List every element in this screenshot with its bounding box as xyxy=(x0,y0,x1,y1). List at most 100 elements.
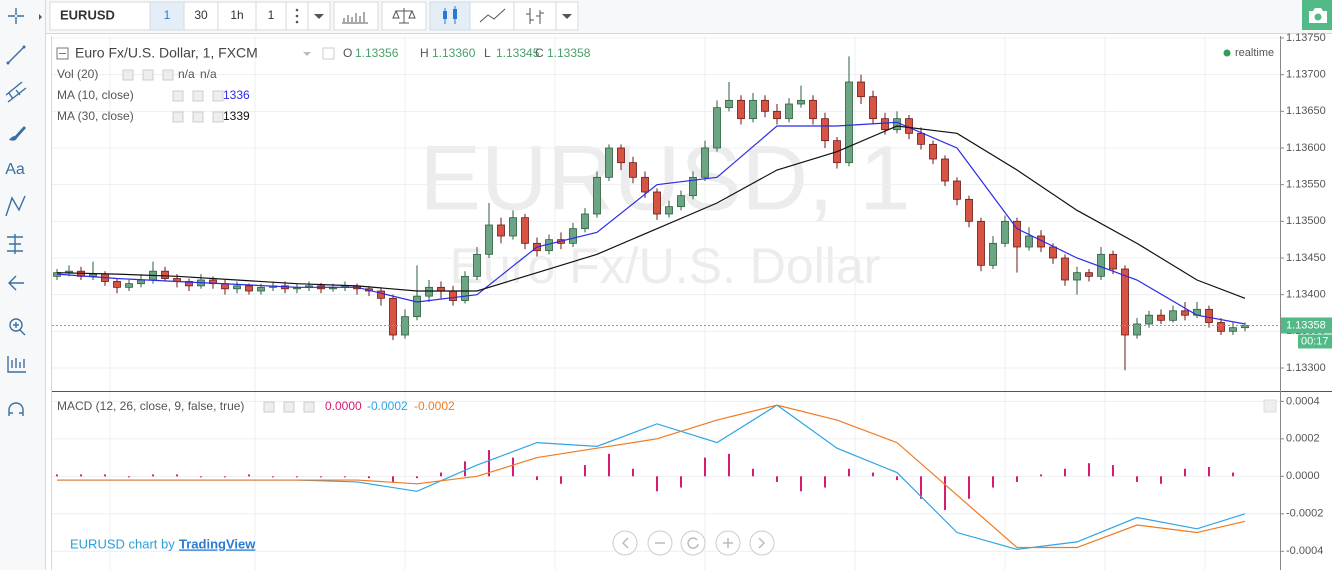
y-tick-label: 1.13300 xyxy=(1286,362,1326,374)
candle-body xyxy=(1181,310,1189,316)
histogram-bar xyxy=(656,476,658,492)
legend: Euro Fx/U.S. Dollar, 1, FXCM O 1.13356 H 1.… xyxy=(56,45,591,413)
ohlc-value: 1.13356 xyxy=(355,46,399,60)
candle-body xyxy=(581,213,589,230)
y-tick-label: 1.13550 xyxy=(1286,179,1326,191)
histogram-bar xyxy=(1088,463,1090,477)
last-price-label: 1.13358 xyxy=(1286,319,1326,331)
histogram-bar xyxy=(848,468,850,477)
candle-body xyxy=(113,281,121,288)
candle-body xyxy=(1049,246,1057,259)
histogram-bar xyxy=(728,453,730,477)
interval[interactable]: 1h xyxy=(230,8,243,22)
histogram-bar xyxy=(224,476,226,478)
interval[interactable]: 30 xyxy=(194,8,208,22)
legend-button xyxy=(172,90,184,102)
candles-button[interactable] xyxy=(429,1,471,31)
ohlc-value: 1.13345 xyxy=(496,46,540,60)
candle-body xyxy=(1073,272,1081,281)
candle-body xyxy=(605,147,613,178)
attribution-link[interactable]: TradingView xyxy=(179,536,256,551)
candle-body xyxy=(941,158,949,182)
y-tick-label: 1.13600 xyxy=(1286,142,1326,154)
legend-value: -0.0002 xyxy=(414,399,455,413)
candle-body xyxy=(1025,235,1033,248)
histogram-bar xyxy=(296,476,298,478)
legend-button xyxy=(142,69,154,81)
histogram-bar xyxy=(824,476,826,488)
histogram-bar xyxy=(992,476,994,488)
histogram-bar xyxy=(944,476,946,511)
attribution: EURUSD chart by xyxy=(70,536,175,551)
text-tool[interactable]: Aa xyxy=(5,161,25,178)
legend-value: -0.0002 xyxy=(367,399,408,413)
interval-button[interactable] xyxy=(183,1,219,31)
legend-name: MA (30, close) xyxy=(57,109,134,123)
candle-body xyxy=(701,147,709,178)
bar-style-button[interactable] xyxy=(513,1,557,31)
candle-body xyxy=(797,99,805,105)
candle-body xyxy=(1229,327,1237,332)
candle-body xyxy=(617,147,625,164)
candle-body xyxy=(1133,323,1141,336)
histogram-bar xyxy=(1160,476,1162,484)
ohlc-key: O xyxy=(343,46,352,60)
legend-button xyxy=(212,90,224,102)
last-price-box xyxy=(1280,317,1332,334)
legend-button xyxy=(162,69,174,81)
histogram-bar xyxy=(584,465,586,477)
symbol-title: Euro Fx/U.S. Dollar, 1, FXCM xyxy=(75,45,258,61)
candle-body xyxy=(1085,272,1093,277)
line-style-button[interactable] xyxy=(469,1,515,31)
navigation-buttons[interactable] xyxy=(612,530,775,556)
histogram-bar xyxy=(680,476,682,488)
y-tick-label: 1.13500 xyxy=(1286,215,1326,227)
histogram-bar xyxy=(800,476,802,492)
legend-value: 0.0000 xyxy=(325,399,362,413)
legend-name: MA (10, close) xyxy=(57,88,134,102)
candle-body xyxy=(1013,220,1021,248)
watermark-description: Euro Fx/U.S. Dollar xyxy=(450,238,881,294)
histogram-bar xyxy=(368,476,370,479)
candle-body xyxy=(257,286,265,292)
candle-body xyxy=(725,99,733,109)
pane-menu[interactable] xyxy=(1263,399,1277,413)
symbol[interactable]: EURUSD xyxy=(60,7,115,22)
sidebar-tools[interactable]: Aa xyxy=(5,8,42,416)
candle-body xyxy=(1121,268,1129,336)
ohlc-value: 1.13360 xyxy=(432,46,476,60)
candle-body xyxy=(653,191,661,215)
candle-body xyxy=(1205,308,1213,323)
histogram-bar xyxy=(392,476,394,482)
compare-button[interactable] xyxy=(381,1,427,31)
histogram-bar xyxy=(320,476,322,478)
candle-body xyxy=(509,217,517,237)
candle-body xyxy=(1109,253,1117,270)
candle-body xyxy=(161,270,169,279)
histogram-bar xyxy=(488,450,490,477)
legend-button xyxy=(192,111,204,123)
candle-body xyxy=(977,220,985,266)
histogram-bar xyxy=(1040,474,1042,477)
symbol-box[interactable] xyxy=(49,1,151,31)
candle-body xyxy=(485,224,493,255)
candle-body xyxy=(1169,310,1177,321)
histogram-bar xyxy=(752,468,754,477)
multiplier[interactable]: 1 xyxy=(268,8,275,22)
candle-body xyxy=(593,176,601,215)
volume-name: Vol (20) xyxy=(57,67,98,81)
histogram-bar xyxy=(1208,466,1210,477)
y-tick-label: -0.0004 xyxy=(1286,545,1323,557)
candle-body xyxy=(473,253,481,277)
interval[interactable]: 1 xyxy=(164,8,171,22)
histogram-bar xyxy=(80,474,82,477)
legend-button xyxy=(192,90,204,102)
indicator-line xyxy=(57,404,1246,550)
ohlc-key: H xyxy=(420,46,429,60)
indicators-button[interactable] xyxy=(333,1,379,31)
multiplier-button[interactable] xyxy=(255,1,287,31)
volume-value: n/a xyxy=(178,67,195,81)
histogram-bar xyxy=(1232,472,1234,477)
histogram-bar xyxy=(104,474,106,477)
